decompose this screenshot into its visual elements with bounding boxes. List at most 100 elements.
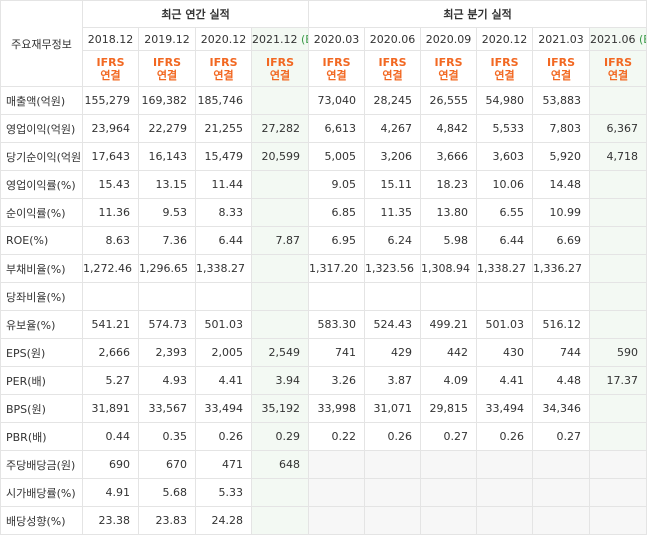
value-cell <box>589 310 648 339</box>
corner-label: 주요재무정보 <box>0 0 83 87</box>
value-cell: 13.15 <box>138 170 196 199</box>
period-date: 2021.06 <box>590 32 636 46</box>
accounting-basis-cell: IFRS 연결 <box>195 50 252 87</box>
value-cell <box>589 198 648 227</box>
financial-rows: 매출액(억원) 155,279 169,382 185,746 73,040 28,245… <box>0 86 648 535</box>
value-cell: 574.73 <box>138 310 196 339</box>
value-cell: 53,883 <box>532 86 591 115</box>
value-cell: 14.48 <box>532 170 591 199</box>
table-row: 순이익률(%) 11.36 9.53 8.33 6.85 11.35 13.80 6.55 10… <box>0 198 648 227</box>
row-label: 시가배당률(%) <box>0 478 83 507</box>
table-row: BPS(원) 31,891 33,567 33,494 35,192 33,998 31,0… <box>0 394 648 423</box>
value-cell <box>476 506 534 535</box>
period-date: 2021.03 <box>538 32 584 46</box>
value-cell: 0.27 <box>532 422 591 451</box>
accounting-basis-cell: IFRS 연결 <box>364 50 422 87</box>
basis-standard: IFRS <box>547 55 576 69</box>
row-label: BPS(원) <box>0 394 83 423</box>
period-label-2020.12: 2020.12 <box>476 27 534 51</box>
value-cell: 6.44 <box>195 226 252 255</box>
value-cell: 690 <box>82 450 139 479</box>
value-cell: 29,815 <box>420 394 478 423</box>
value-cell: 4,267 <box>364 114 422 143</box>
value-cell: 0.27 <box>420 422 478 451</box>
value-cell: 22,279 <box>138 114 196 143</box>
value-cell <box>476 450 534 479</box>
value-cell: 648 <box>250 450 310 479</box>
table-row: 영업이익률(%) 15.43 13.15 11.44 9.05 15.11 18.23 10.… <box>0 170 648 199</box>
row-label: 주당배당금(원) <box>0 450 83 479</box>
value-cell <box>532 282 591 311</box>
value-cell: 1,317.20 <box>308 254 366 283</box>
value-cell <box>308 506 366 535</box>
accounting-basis-cell: IFRS 연결 <box>138 50 196 87</box>
value-cell: 5,005 <box>308 142 366 171</box>
row-label: 유보율(%) <box>0 310 83 339</box>
accounting-basis: IFRS 연결 <box>379 56 407 82</box>
accounting-basis: IFRS 연결 <box>153 56 181 82</box>
value-cell <box>420 506 478 535</box>
value-cell: 31,071 <box>364 394 422 423</box>
value-cell: 6.85 <box>308 198 366 227</box>
value-cell <box>364 282 422 311</box>
table-row: PER(배) 5.27 4.93 4.41 3.94 3.26 3.87 4.09 4.41 4.… <box>0 366 648 395</box>
value-cell: 4.09 <box>420 366 478 395</box>
value-cell: 1,338.27 <box>195 254 252 283</box>
value-cell <box>532 478 591 507</box>
table-row: 당기순이익(억원) 17,643 16,143 15,479 20,599 5,005 3,… <box>0 142 648 171</box>
value-cell <box>476 478 534 507</box>
value-cell: 33,494 <box>476 394 534 423</box>
period-label-2018.12: 2018.12 <box>82 27 139 51</box>
value-cell: 11.35 <box>364 198 422 227</box>
value-cell: 1,323.56 <box>364 254 422 283</box>
accounting-basis: IFRS 연결 <box>266 56 294 82</box>
value-cell: 54,980 <box>476 86 534 115</box>
value-cell: 670 <box>138 450 196 479</box>
value-cell: 5,920 <box>532 142 591 171</box>
table-row: EPS(원) 2,666 2,393 2,005 2,549 741 429 442 430 74… <box>0 338 648 367</box>
value-cell <box>589 226 648 255</box>
row-label: ROE(%) <box>0 226 83 255</box>
value-cell: 169,382 <box>138 86 196 115</box>
value-cell <box>476 282 534 311</box>
value-cell <box>138 282 196 311</box>
value-cell: 6,613 <box>308 114 366 143</box>
value-cell <box>589 478 648 507</box>
value-cell: 1,338.27 <box>476 254 534 283</box>
accounting-basis-cell: IFRS 연결 <box>82 50 139 87</box>
row-label: 당기순이익(억원) <box>0 142 83 171</box>
estimate-mark: (E) <box>639 32 646 46</box>
value-cell: 2,393 <box>138 338 196 367</box>
basis-standard: IFRS <box>490 55 519 69</box>
row-label: 순이익률(%) <box>0 198 83 227</box>
value-cell: 23.38 <box>82 506 139 535</box>
table-row: 유보율(%) 541.21 574.73 501.03 583.30 524.43 499.… <box>0 310 648 339</box>
value-cell: 9.05 <box>308 170 366 199</box>
row-label: PER(배) <box>0 366 83 395</box>
value-cell: 27,282 <box>250 114 310 143</box>
value-cell <box>589 422 648 451</box>
value-cell: 8.63 <box>82 226 139 255</box>
value-cell <box>589 394 648 423</box>
value-cell: 26,555 <box>420 86 478 115</box>
value-cell: 5.68 <box>138 478 196 507</box>
value-cell: 7.36 <box>138 226 196 255</box>
value-cell: 8.33 <box>195 198 252 227</box>
value-cell: 20,599 <box>250 142 310 171</box>
accounting-basis: IFRS 연결 <box>604 56 632 82</box>
value-cell <box>250 506 310 535</box>
accounting-basis: IFRS 연결 <box>491 56 519 82</box>
value-cell: 744 <box>532 338 591 367</box>
value-cell <box>364 478 422 507</box>
basis-scope: 연결 <box>269 68 291 82</box>
value-cell: 28,245 <box>364 86 422 115</box>
value-cell: 6.69 <box>532 226 591 255</box>
value-cell: 499.21 <box>420 310 478 339</box>
value-cell <box>250 282 310 311</box>
value-cell: 31,891 <box>82 394 139 423</box>
value-cell: 516.12 <box>532 310 591 339</box>
value-cell <box>589 170 648 199</box>
accounting-basis-cell: IFRS 연결 <box>420 50 478 87</box>
value-cell: 0.26 <box>476 422 534 451</box>
value-cell: 10.99 <box>532 198 591 227</box>
